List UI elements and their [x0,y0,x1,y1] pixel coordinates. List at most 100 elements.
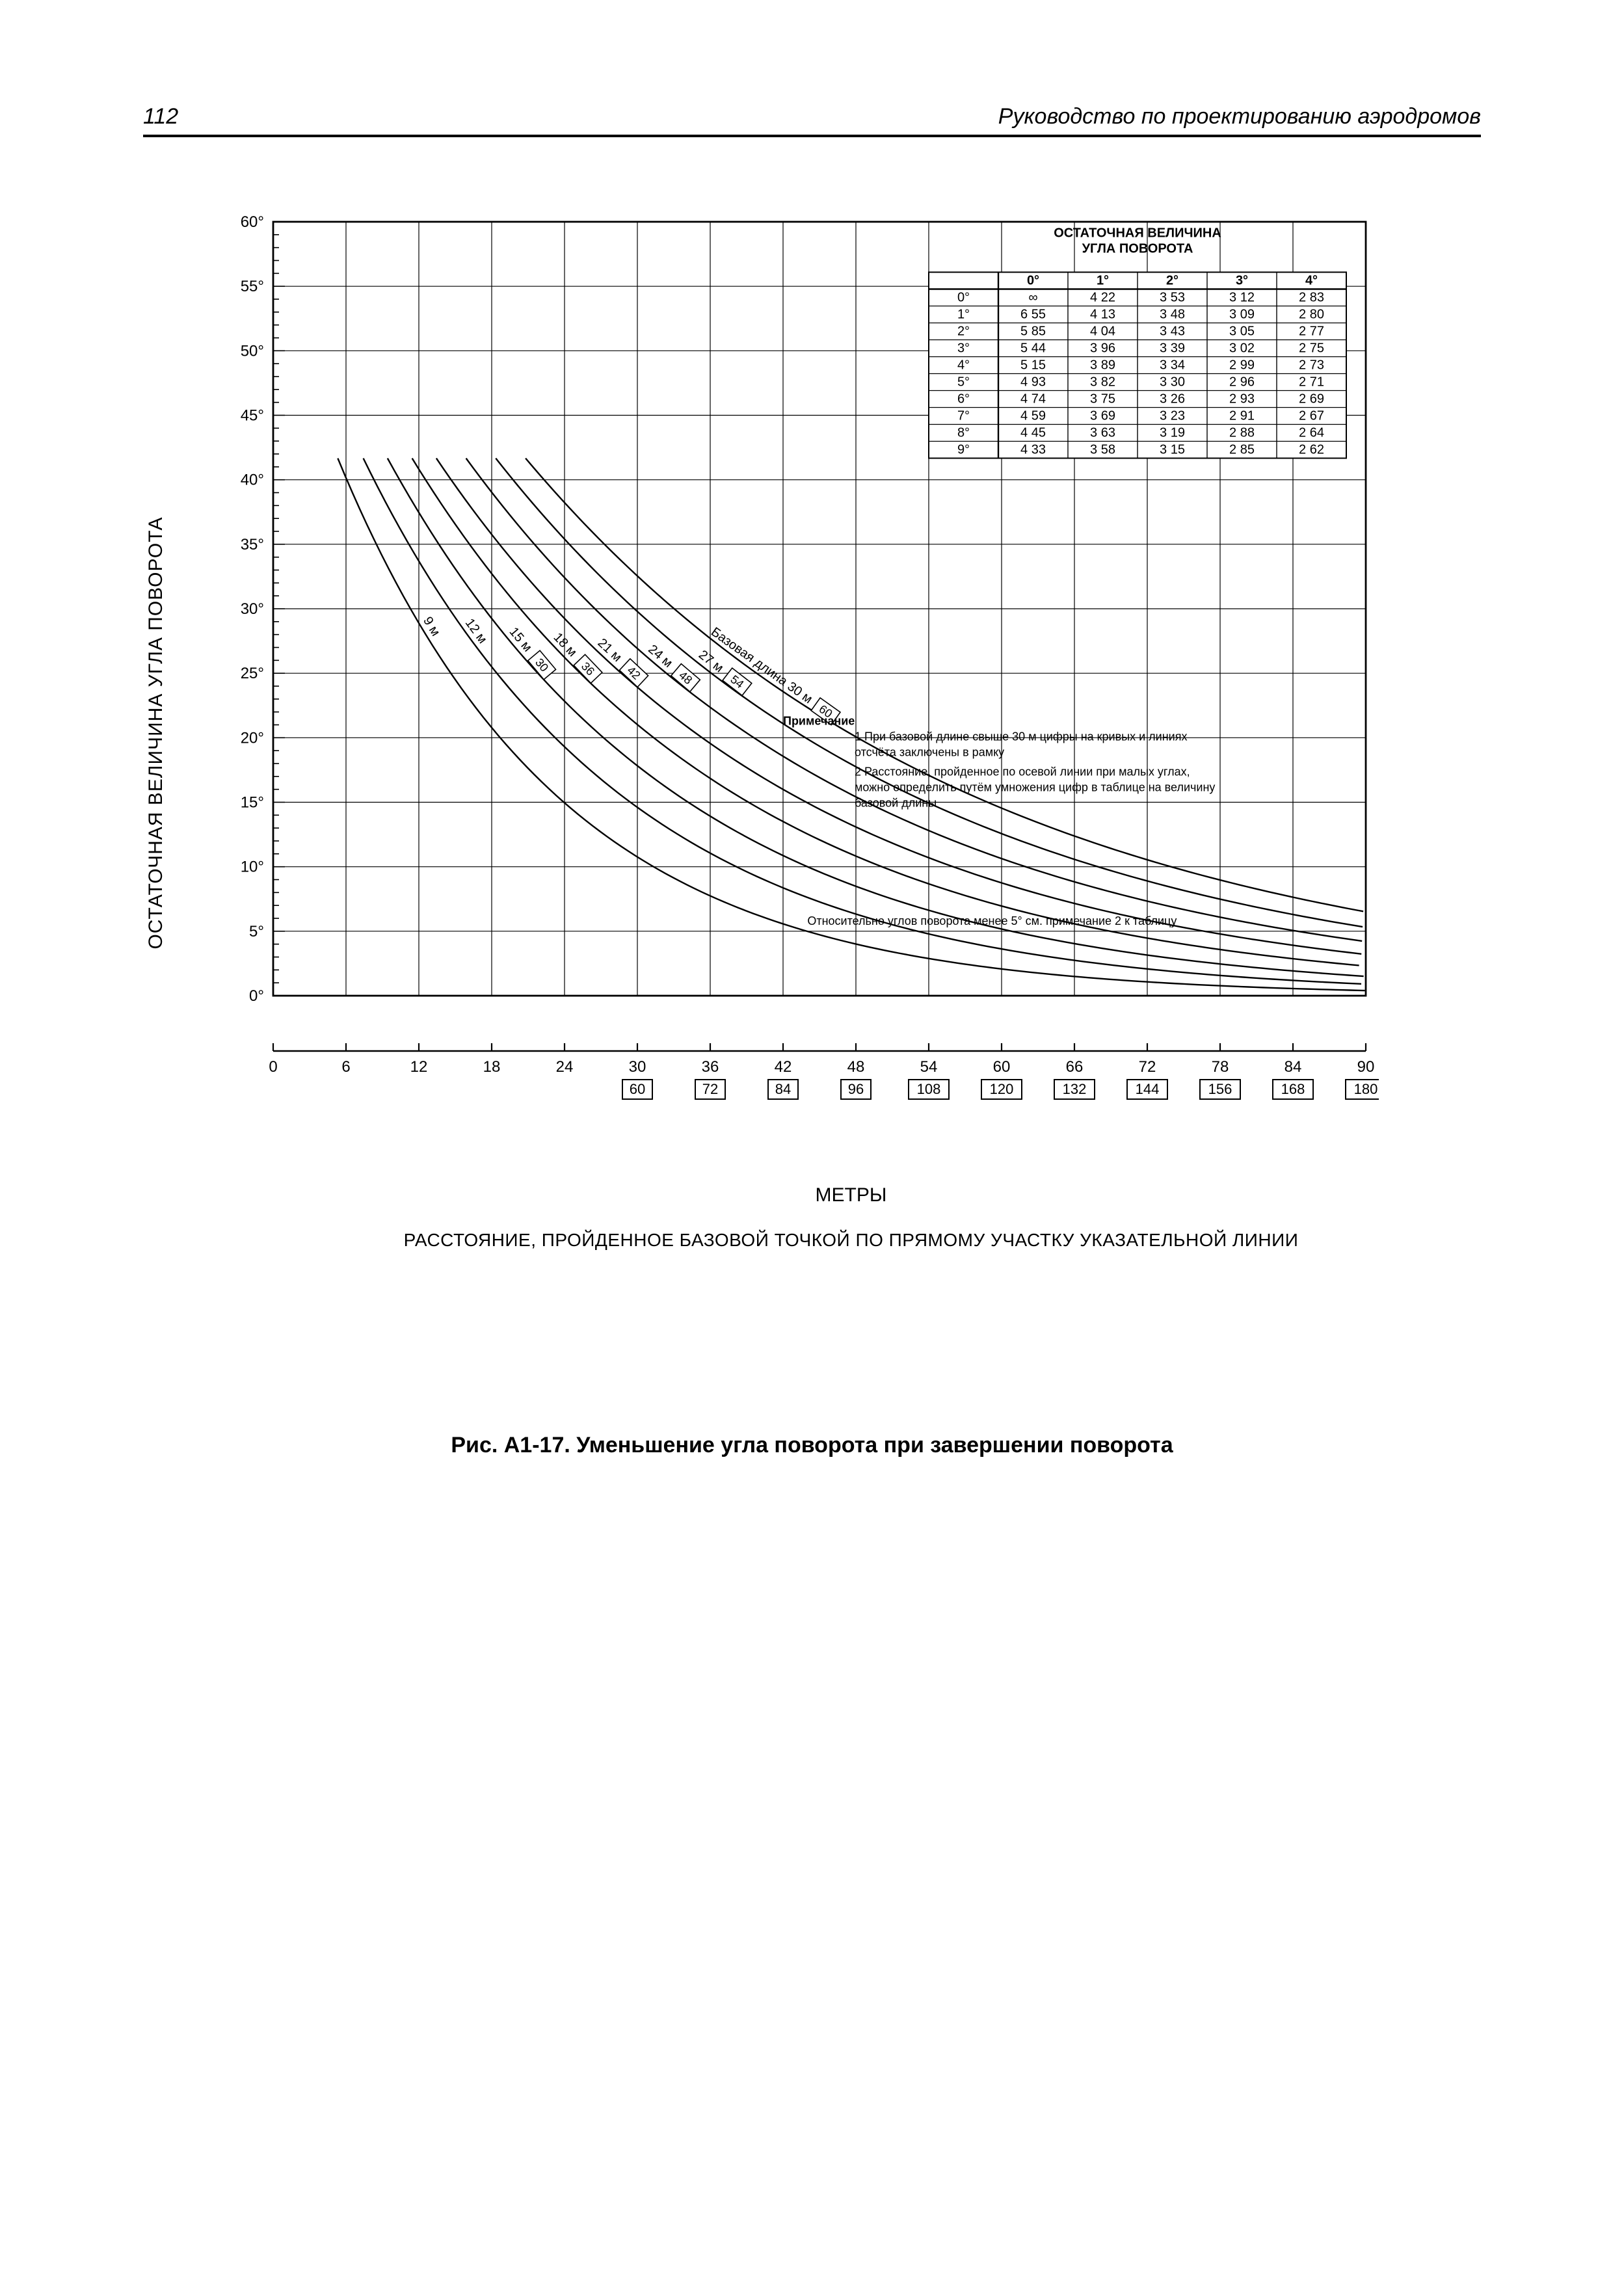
svg-text:0°: 0° [957,291,970,305]
svg-text:12: 12 [410,1058,428,1076]
svg-text:1°: 1° [957,308,970,322]
svg-text:4 13: 4 13 [1090,308,1115,322]
svg-text:3°: 3° [1236,274,1248,288]
svg-text:4 33: 4 33 [1020,443,1046,457]
x-axis-unit: МЕТРЫ [221,1184,1481,1206]
svg-text:108: 108 [917,1081,941,1097]
svg-text:180: 180 [1354,1081,1378,1097]
chart-container: ОСТАТОЧНАЯ ВЕЛИЧИНА УГЛА ПОВОРОТА 0°5°10… [221,215,1481,1251]
svg-text:4 04: 4 04 [1090,325,1115,339]
svg-text:6°: 6° [957,392,970,406]
svg-text:2 67: 2 67 [1299,409,1324,423]
svg-text:3 19: 3 19 [1160,426,1185,440]
svg-text:30°: 30° [241,600,264,618]
svg-text:0°: 0° [249,987,264,1005]
svg-text:2 Расстояние, пройденное по: 2 Расстояние, пройденное по осевой линии… [855,765,1190,778]
svg-text:2 73: 2 73 [1299,358,1324,373]
svg-text:3 34: 3 34 [1160,358,1185,373]
svg-text:0°: 0° [1027,274,1039,288]
svg-text:2 96: 2 96 [1229,375,1255,390]
svg-text:18: 18 [483,1058,501,1076]
svg-text:2 93: 2 93 [1229,392,1255,406]
svg-text:45°: 45° [241,407,264,425]
page-number: 112 [143,104,178,129]
svg-text:2 77: 2 77 [1299,325,1324,339]
svg-text:2 69: 2 69 [1299,392,1324,406]
svg-text:54: 54 [920,1058,938,1076]
svg-text:35°: 35° [241,536,264,553]
svg-text:УГЛА ПОВОРОТА: УГЛА ПОВОРОТА [1082,242,1193,256]
svg-text:20°: 20° [241,729,264,747]
svg-text:базовой длины: базовой длины [855,797,937,810]
svg-text:2 85: 2 85 [1229,443,1255,457]
svg-text:132: 132 [1063,1081,1087,1097]
svg-text:120: 120 [990,1081,1014,1097]
svg-text:5 15: 5 15 [1020,358,1046,373]
svg-text:5 44: 5 44 [1020,341,1046,356]
svg-text:2°: 2° [1166,274,1178,288]
svg-text:3 39: 3 39 [1160,341,1185,356]
svg-text:2 91: 2 91 [1229,409,1255,423]
svg-text:3 15: 3 15 [1160,443,1185,457]
svg-text:2 64: 2 64 [1299,426,1324,440]
svg-text:84: 84 [1285,1058,1302,1076]
svg-text:3 69: 3 69 [1090,409,1115,423]
svg-text:15°: 15° [241,794,264,812]
svg-text:48: 48 [847,1058,865,1076]
svg-text:4 74: 4 74 [1020,392,1046,406]
svg-text:50°: 50° [241,342,264,360]
svg-text:40°: 40° [241,472,264,489]
svg-text:4 22: 4 22 [1090,291,1115,305]
svg-text:24: 24 [556,1058,574,1076]
svg-text:5°: 5° [957,375,970,390]
svg-text:60°: 60° [241,215,264,231]
x-axis-scale: 0612182430603672428448965410860120661327… [221,1038,1379,1142]
svg-text:1 При базовой длине свыше 30: 1 При базовой длине свыше 30 м цифры на … [855,730,1187,743]
svg-text:90: 90 [1357,1058,1375,1076]
svg-text:2 71: 2 71 [1299,375,1324,390]
svg-text:Относительно углов поворота ме: Относительно углов поворота менее 5° см.… [807,914,1177,927]
svg-text:3 23: 3 23 [1160,409,1185,423]
svg-text:3 12: 3 12 [1229,291,1255,305]
svg-text:3 05: 3 05 [1229,325,1255,339]
svg-text:1°: 1° [1097,274,1109,288]
svg-text:8°: 8° [957,426,970,440]
svg-text:Примечание: Примечание [783,715,855,728]
svg-text:5°: 5° [249,923,264,940]
svg-text:66: 66 [1066,1058,1084,1076]
svg-text:144: 144 [1136,1081,1160,1097]
svg-text:4°: 4° [1305,274,1318,288]
svg-text:3 82: 3 82 [1090,375,1115,390]
svg-text:4°: 4° [957,358,970,373]
svg-text:2 83: 2 83 [1299,291,1324,305]
svg-text:2°: 2° [957,325,970,339]
y-axis-label: ОСТАТОЧНАЯ ВЕЛИЧИНА УГЛА ПОВОРОТА [145,516,167,949]
page-header: 112 Руководство по проектированию аэродр… [143,104,1481,137]
svg-text:3 48: 3 48 [1160,308,1185,322]
svg-text:84: 84 [775,1081,791,1097]
svg-text:60: 60 [993,1058,1011,1076]
svg-text:отсчёта заключены в рамку: отсчёта заключены в рамку [855,746,1004,759]
svg-text:3 63: 3 63 [1090,426,1115,440]
figure-caption: Рис. А1-17. Уменьшение угла поворота при… [143,1433,1481,1458]
svg-text:30: 30 [629,1058,646,1076]
svg-text:3 02: 3 02 [1229,341,1255,356]
svg-text:4 45: 4 45 [1020,426,1046,440]
svg-text:3°: 3° [957,341,970,356]
svg-text:96: 96 [848,1081,864,1097]
svg-text:2 80: 2 80 [1299,308,1324,322]
svg-text:156: 156 [1208,1081,1232,1097]
svg-text:3 43: 3 43 [1160,325,1185,339]
svg-text:3 96: 3 96 [1090,341,1115,356]
svg-text:72: 72 [702,1081,718,1097]
svg-text:3 75: 3 75 [1090,392,1115,406]
svg-text:2 75: 2 75 [1299,341,1324,356]
svg-text:9°: 9° [957,443,970,457]
svg-text:можно определить путём умножен: можно определить путём умножения цифр в … [855,781,1215,794]
svg-text:3 89: 3 89 [1090,358,1115,373]
svg-text:10°: 10° [241,858,264,876]
svg-text:6 55: 6 55 [1020,308,1046,322]
decay-chart: 0°5°10°15°20°25°30°35°40°45°50°55°60°9 м… [221,215,1379,1035]
running-title: Руководство по проектированию аэродромов [998,104,1481,129]
svg-text:2 88: 2 88 [1229,426,1255,440]
